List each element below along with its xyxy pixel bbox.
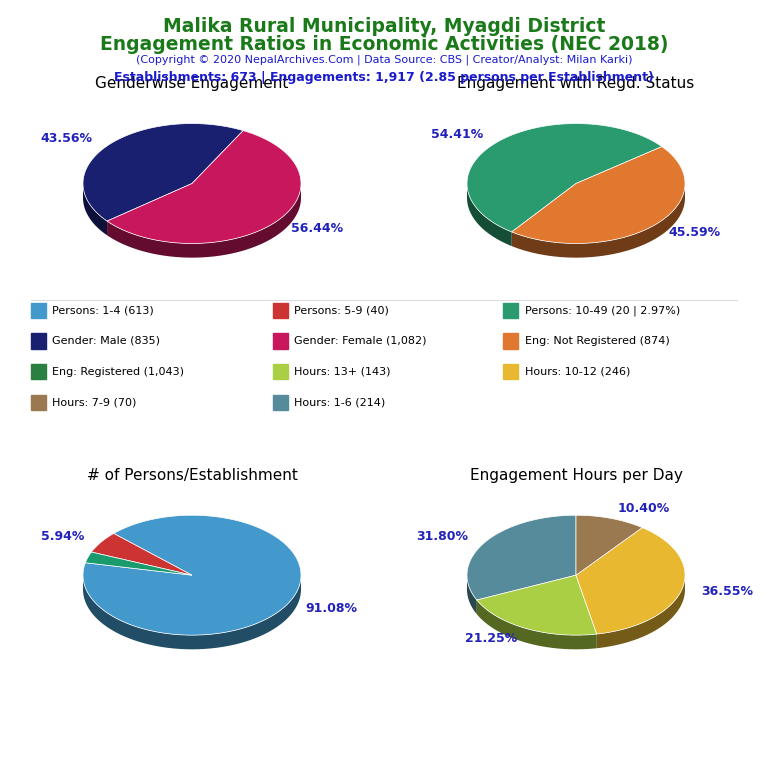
Polygon shape: [83, 124, 243, 221]
Text: Gender: Female (1,082): Gender: Female (1,082): [294, 336, 427, 346]
Title: Engagement with Regd. Status: Engagement with Regd. Status: [458, 76, 694, 91]
Title: Engagement Hours per Day: Engagement Hours per Day: [469, 468, 683, 482]
Polygon shape: [467, 124, 662, 232]
Text: Hours: 10-12 (246): Hours: 10-12 (246): [525, 366, 630, 377]
Text: Establishments: 673 | Engagements: 1,917 (2.85 persons per Establishment): Establishments: 673 | Engagements: 1,917…: [114, 71, 654, 84]
Text: 31.80%: 31.80%: [415, 531, 468, 544]
Title: # of Persons/Establishment: # of Persons/Establishment: [87, 468, 297, 482]
Polygon shape: [91, 534, 192, 575]
Polygon shape: [597, 575, 685, 648]
Polygon shape: [83, 184, 107, 235]
Text: Malika Rural Municipality, Myagdi District: Malika Rural Municipality, Myagdi Distri…: [163, 17, 605, 36]
Text: 54.41%: 54.41%: [432, 127, 484, 141]
Text: Eng: Registered (1,043): Eng: Registered (1,043): [52, 366, 184, 377]
Text: 43.56%: 43.56%: [41, 132, 93, 145]
Polygon shape: [83, 515, 301, 635]
Text: Eng: Not Registered (874): Eng: Not Registered (874): [525, 336, 669, 346]
Text: (Copyright © 2020 NepalArchives.Com | Data Source: CBS | Creator/Analyst: Milan : (Copyright © 2020 NepalArchives.Com | Da…: [136, 55, 632, 65]
Text: Engagement Ratios in Economic Activities (NEC 2018): Engagement Ratios in Economic Activities…: [100, 35, 668, 54]
Text: 56.44%: 56.44%: [291, 222, 343, 235]
Polygon shape: [467, 515, 576, 600]
Polygon shape: [511, 147, 685, 243]
Text: Gender: Male (835): Gender: Male (835): [52, 336, 161, 346]
Text: 36.55%: 36.55%: [701, 585, 753, 598]
Title: Genderwise Engagement: Genderwise Engagement: [95, 76, 289, 91]
Polygon shape: [107, 184, 301, 257]
Polygon shape: [467, 575, 477, 614]
Polygon shape: [477, 575, 597, 635]
Text: Hours: 1-6 (214): Hours: 1-6 (214): [294, 397, 386, 408]
Polygon shape: [467, 184, 511, 246]
Polygon shape: [107, 131, 301, 243]
Polygon shape: [85, 552, 192, 575]
Text: Hours: 13+ (143): Hours: 13+ (143): [294, 366, 391, 377]
Text: Persons: 1-4 (613): Persons: 1-4 (613): [52, 305, 154, 316]
Polygon shape: [511, 184, 685, 257]
Text: Persons: 10-49 (20 | 2.97%): Persons: 10-49 (20 | 2.97%): [525, 305, 680, 316]
Text: 5.94%: 5.94%: [41, 530, 84, 543]
Polygon shape: [576, 528, 685, 634]
Text: 91.08%: 91.08%: [306, 602, 358, 615]
Text: Persons: 5-9 (40): Persons: 5-9 (40): [294, 305, 389, 316]
Polygon shape: [83, 576, 301, 649]
Text: 21.25%: 21.25%: [465, 631, 517, 644]
Polygon shape: [477, 600, 597, 649]
Text: 10.40%: 10.40%: [617, 502, 670, 515]
Text: 45.59%: 45.59%: [668, 227, 720, 239]
Polygon shape: [576, 515, 642, 575]
Text: Hours: 7-9 (70): Hours: 7-9 (70): [52, 397, 137, 408]
